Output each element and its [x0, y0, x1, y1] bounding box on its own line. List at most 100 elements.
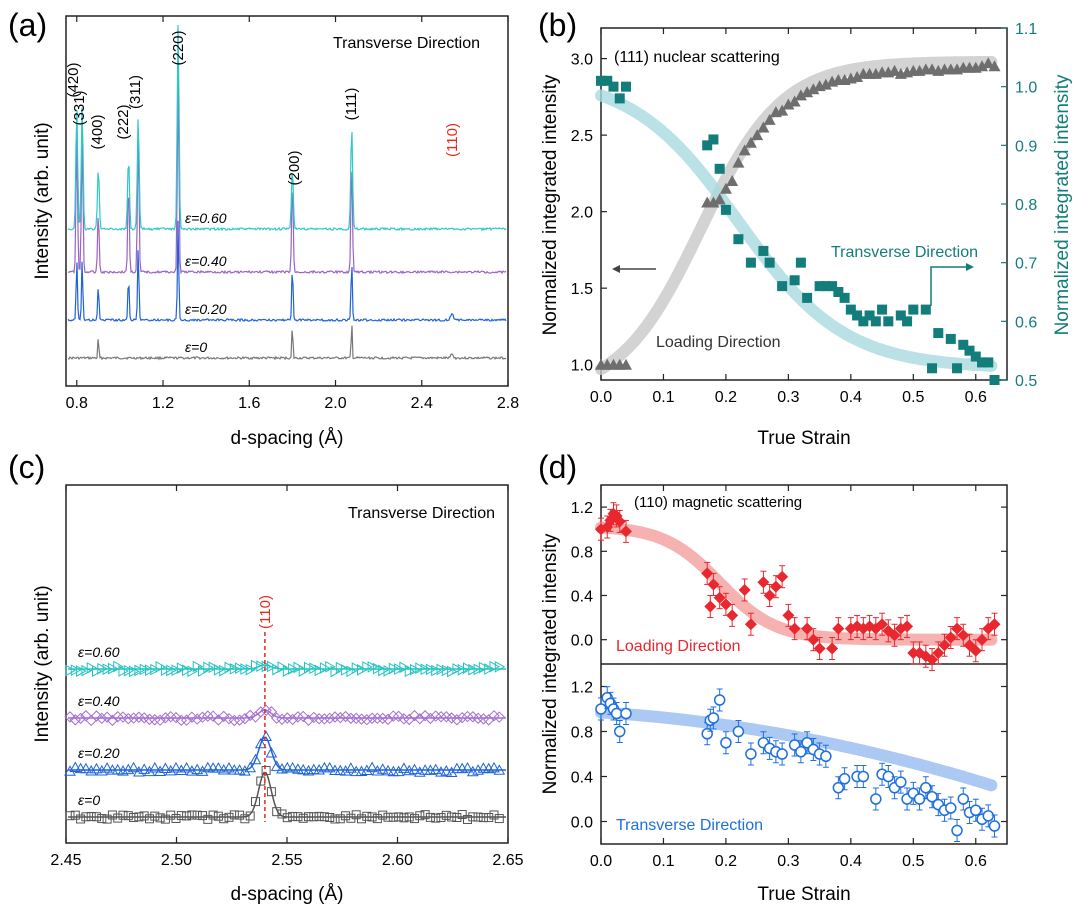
data-point — [229, 662, 241, 675]
data-point — [309, 812, 319, 822]
data-point — [148, 761, 161, 773]
data-point — [292, 711, 304, 723]
data-point — [198, 665, 209, 677]
data-point — [415, 811, 425, 821]
data-point — [102, 663, 114, 676]
top-point — [707, 578, 720, 591]
data-point — [240, 663, 251, 675]
data-point — [440, 765, 453, 776]
panel-b-right-arrow — [930, 263, 974, 306]
data-point — [270, 760, 283, 771]
data-point — [456, 711, 468, 724]
data-point — [134, 664, 145, 677]
data-point — [298, 665, 310, 677]
bottom-point — [838, 773, 851, 785]
data-point — [378, 810, 388, 820]
data-point — [164, 764, 177, 776]
data-point — [90, 762, 103, 774]
data-point — [357, 814, 366, 824]
x-tick-label: 0.1 — [652, 853, 674, 870]
data-point — [468, 663, 479, 676]
bottom-point — [945, 802, 957, 814]
y-tick-label-right: 0.9 — [1015, 138, 1037, 155]
data-point — [413, 766, 426, 777]
top-point — [763, 589, 776, 602]
top-point — [713, 591, 726, 604]
data-point — [382, 713, 394, 726]
top-point — [907, 646, 920, 659]
data-point — [208, 810, 218, 820]
transverse-point — [777, 281, 788, 292]
data-point — [143, 765, 156, 777]
data-point — [145, 814, 154, 824]
loading-point — [763, 113, 776, 125]
data-point — [213, 811, 223, 821]
transverse-point — [708, 134, 719, 145]
data-point — [461, 761, 474, 773]
bottom-point — [613, 725, 626, 738]
series-label: ε=0.20 — [78, 745, 120, 761]
data-point — [154, 765, 166, 777]
x-tick-label: 0.8 — [66, 395, 88, 412]
data-point — [452, 813, 462, 823]
data-point — [404, 812, 414, 822]
transverse-point — [852, 310, 863, 321]
loading-point — [807, 83, 820, 95]
transverse-point — [952, 363, 963, 374]
data-point — [182, 811, 192, 821]
data-point — [478, 813, 488, 823]
data-point — [139, 663, 151, 676]
data-point — [160, 664, 172, 676]
transverse-point — [877, 304, 888, 315]
transverse-point — [902, 316, 913, 327]
data-point — [175, 764, 188, 775]
transverse-point — [827, 281, 838, 292]
data-point — [180, 714, 193, 726]
data-point — [233, 764, 246, 775]
y-tick-label-right: 0.6 — [1015, 314, 1037, 331]
data-point — [435, 711, 447, 723]
data-point — [107, 662, 119, 675]
top-point — [719, 598, 732, 611]
panel-d-xlabel: True Strain — [757, 884, 850, 905]
y-tick-label-right: 0.5 — [1015, 373, 1037, 390]
data-point — [171, 664, 183, 676]
data-point — [245, 811, 255, 821]
data-point — [229, 810, 239, 820]
y-tick-label-right: 0.7 — [1015, 256, 1037, 273]
data-point — [457, 663, 469, 676]
data-point — [445, 766, 458, 777]
panel-a-annotation: Transverse Direction — [333, 35, 480, 52]
y-tick-label: 1.2 — [571, 500, 593, 517]
transverse-point — [789, 275, 800, 286]
y-tick-label-left: 2.5 — [571, 128, 593, 145]
loading-point — [976, 60, 989, 72]
data-point — [493, 764, 506, 775]
data-point — [166, 664, 177, 677]
data-point — [166, 810, 176, 820]
data-point — [361, 714, 373, 726]
top-point — [701, 567, 714, 580]
y-tick-label-left: 2.0 — [571, 205, 593, 222]
y-tick-label: 1.2 — [571, 680, 593, 697]
fit-line-0 — [68, 771, 506, 818]
top-point — [813, 642, 826, 655]
loading-point — [794, 89, 807, 101]
transverse-point — [958, 339, 969, 350]
loading-point — [776, 104, 789, 116]
top-point — [738, 583, 751, 596]
transverse-point — [608, 81, 619, 92]
data-point — [398, 762, 410, 773]
data-point — [133, 766, 145, 777]
transverse-point — [758, 245, 769, 256]
data-point — [292, 763, 304, 774]
data-point — [334, 711, 347, 724]
loading-point — [751, 129, 764, 141]
bottom-fit-line — [595, 706, 998, 792]
peak-label: (200) — [286, 150, 303, 185]
data-point — [415, 662, 426, 675]
data-point — [346, 665, 357, 678]
data-point — [304, 812, 313, 822]
series-label: ε=0 — [78, 792, 100, 808]
